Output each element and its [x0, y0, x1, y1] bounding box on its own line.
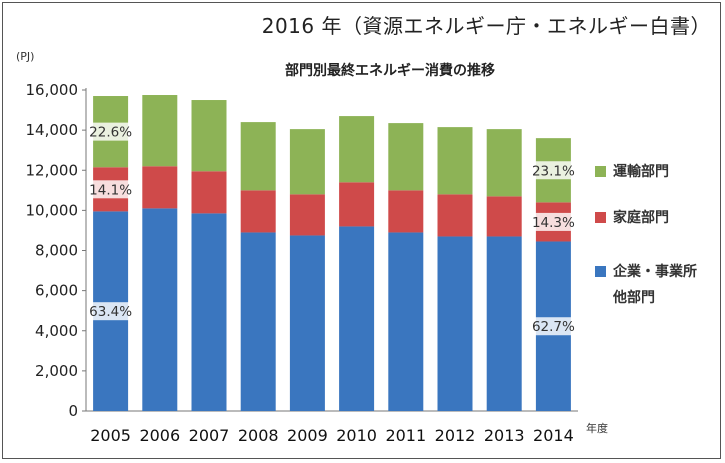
percent-label: 22.6% [89, 125, 132, 141]
y-tick-label: 16,000 [26, 81, 79, 99]
percent-label-box [87, 180, 134, 199]
bar-segment [339, 226, 375, 411]
bar-segment [240, 232, 276, 411]
plot-area: 0 2,000 4,000 6,000 8,000 10,000 12,000 14,000 1… [26, 81, 578, 445]
percent-label-box [87, 302, 134, 321]
legend-swatch [595, 266, 606, 277]
x-tick-label: 2011 [385, 426, 426, 445]
bar-segment [191, 100, 227, 172]
bar-segment [486, 236, 522, 411]
percent-label: 63.4% [89, 304, 132, 320]
bar-segment [240, 122, 276, 191]
legend-label: 運輸部門 [613, 163, 669, 180]
percent-label-box [530, 317, 577, 336]
x-tick-label: 2010 [336, 426, 377, 445]
y-tick-label: 10,000 [26, 201, 79, 219]
bar-segment [486, 196, 522, 237]
bar-segment [240, 190, 276, 233]
legend-swatch [595, 166, 606, 177]
bar-segment [289, 129, 325, 195]
percent-label: 23.1% [532, 163, 575, 179]
x-tick-label: 2009 [287, 426, 328, 445]
x-tick-label: 2008 [238, 426, 279, 445]
bar-segment [388, 232, 424, 411]
bar-segment [437, 236, 473, 411]
y-tick-label: 0 [68, 402, 78, 420]
bar-segment [191, 213, 227, 411]
x-tick-label: 2005 [90, 426, 131, 445]
bar-segment [142, 166, 178, 209]
x-tick-label: 2007 [189, 426, 230, 445]
percent-label: 62.7% [532, 319, 575, 335]
source-caption: 2016 年（資源エネルギー庁・エネルギー白書） [261, 14, 711, 38]
percent-label-box [87, 122, 134, 141]
bar-segment [191, 171, 227, 214]
y-tick-label: 2,000 [35, 362, 78, 380]
bar-segment [289, 194, 325, 236]
bar-segment [388, 123, 424, 191]
bar-segment [339, 116, 375, 183]
percent-label: 14.3% [532, 215, 575, 231]
y-tick-label: 6,000 [35, 282, 78, 300]
bar-segment [142, 95, 178, 167]
legend-label: 他部門 [612, 289, 655, 306]
x-axis-label: 年度 [586, 421, 608, 435]
y-axis-unit: (PJ) [16, 50, 34, 63]
bar-segment [388, 190, 424, 233]
legend-label: 企業・事業所 [612, 263, 697, 280]
percent-label-box [530, 161, 577, 180]
bar-segment [289, 235, 325, 411]
x-tick-label: 2014 [533, 426, 574, 445]
y-tick-label: 14,000 [26, 121, 79, 139]
y-tick-label: 8,000 [35, 242, 78, 260]
y-tick-label: 12,000 [26, 161, 79, 179]
bar-segment [142, 208, 178, 411]
x-tick-label: 2012 [435, 426, 476, 445]
legend-label: 家庭部門 [613, 209, 669, 226]
percent-label: 14.1% [89, 182, 132, 198]
y-tick-label: 4,000 [35, 322, 78, 340]
legend-swatch [595, 212, 606, 223]
bar-segment [437, 194, 473, 237]
bar-segment [339, 182, 375, 227]
bar-segment [486, 129, 522, 197]
chart-title: 部門別最終エネルギー消費の推移 [285, 62, 495, 79]
percent-label-box [530, 212, 577, 231]
bar-segment [437, 127, 473, 195]
x-tick-label: 2013 [484, 426, 525, 445]
x-tick-label: 2006 [139, 426, 180, 445]
